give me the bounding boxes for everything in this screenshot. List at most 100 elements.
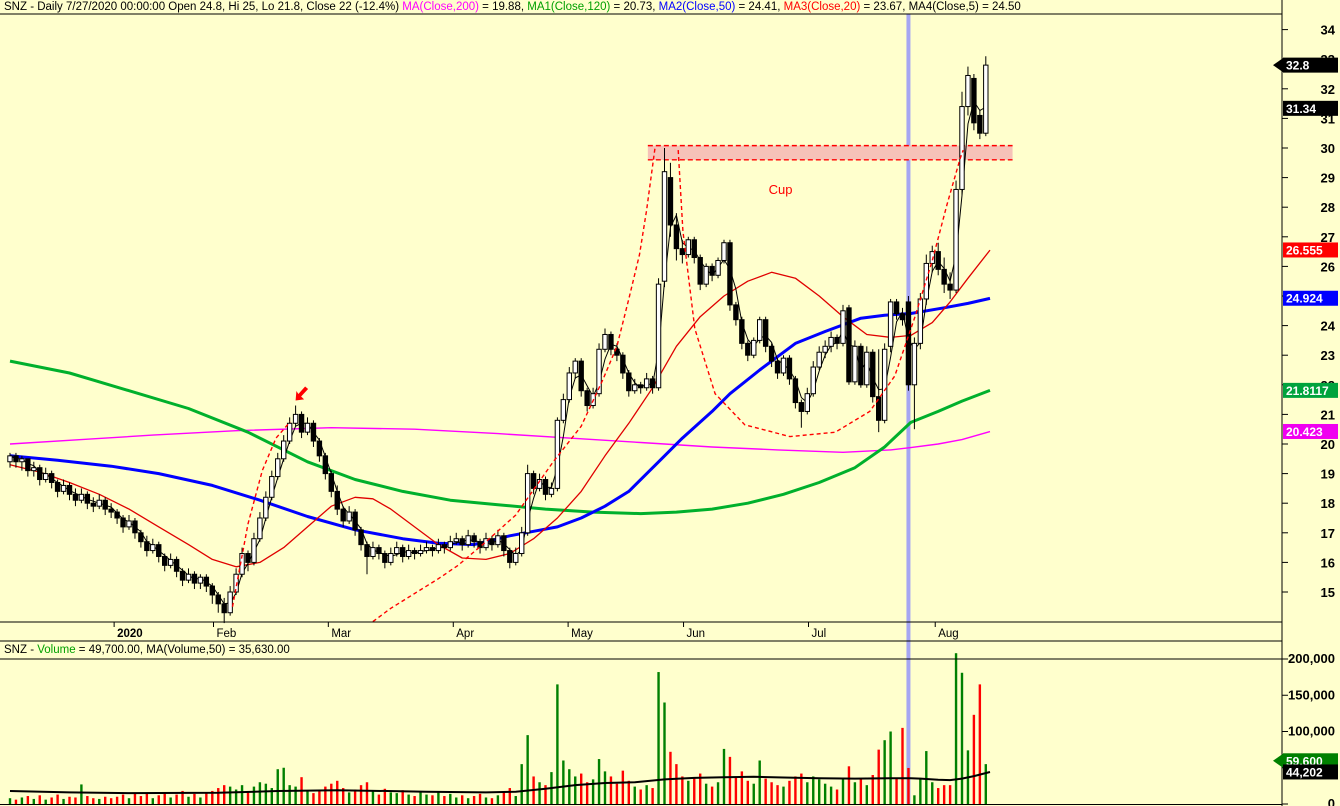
candle <box>328 473 335 492</box>
candle <box>54 481 61 492</box>
candle <box>447 541 454 549</box>
volume-ma-line <box>9 771 991 795</box>
candle <box>721 242 727 261</box>
candle <box>203 576 210 587</box>
candle <box>757 319 763 341</box>
price-marker-20.423: 20.423 <box>1283 423 1338 439</box>
price-axis-label: 16 <box>1321 555 1335 570</box>
price-axis-label: 15 <box>1321 585 1335 600</box>
candle <box>965 74 971 108</box>
candle <box>864 351 870 386</box>
candle <box>376 547 382 555</box>
candle <box>251 538 257 563</box>
candle <box>685 239 691 256</box>
price-axis-label: 28 <box>1321 200 1335 215</box>
feb-trendline <box>231 421 291 607</box>
header-ma200-value: = 19.88, <box>478 1 528 13</box>
candle <box>13 455 19 463</box>
candle <box>751 339 757 356</box>
candle <box>804 393 810 412</box>
candle <box>911 342 918 386</box>
price-marker-24.924: 24.924 <box>1283 290 1338 306</box>
candle <box>281 440 287 460</box>
candle <box>102 499 108 510</box>
date-axis-label: Aug <box>938 628 958 640</box>
candle <box>286 422 293 442</box>
candle <box>667 177 674 226</box>
candle <box>221 603 227 614</box>
candle <box>370 547 376 557</box>
candle <box>846 307 852 383</box>
candle <box>673 224 680 250</box>
date-axis-label: Jun <box>687 628 706 640</box>
candle <box>209 585 216 596</box>
candle <box>471 535 477 543</box>
candle <box>108 508 114 513</box>
candle <box>215 594 221 605</box>
price-axis-label: 18 <box>1321 496 1335 511</box>
volume-axis-label: 150,000 <box>1288 687 1335 702</box>
candle <box>132 520 138 534</box>
candle <box>792 378 799 404</box>
candle <box>19 458 25 463</box>
candle <box>798 402 805 412</box>
volume-axis-label: 0 <box>1328 796 1335 806</box>
red-arrow-annotation <box>295 386 309 401</box>
candle <box>959 106 965 190</box>
candle <box>167 558 174 566</box>
candle <box>935 251 941 270</box>
candle <box>501 535 507 552</box>
candle <box>560 399 567 421</box>
ma-line-1 <box>9 359 991 516</box>
candle <box>649 378 656 389</box>
price-axis-label: 19 <box>1321 467 1335 482</box>
candle <box>185 573 192 581</box>
candle <box>72 493 79 501</box>
candle <box>120 517 126 528</box>
candle <box>304 422 311 433</box>
candle <box>322 455 329 475</box>
candle <box>733 304 739 321</box>
candle <box>48 473 55 483</box>
candle <box>191 573 198 584</box>
price-axis-label: 21 <box>1321 407 1335 422</box>
candle <box>411 550 418 555</box>
candle <box>173 558 180 572</box>
candle <box>816 351 822 368</box>
candle <box>596 348 602 395</box>
candle <box>828 336 834 347</box>
candle <box>542 479 549 495</box>
candle <box>31 467 37 472</box>
candle <box>768 345 775 362</box>
date-axis-label: Apr <box>456 628 474 640</box>
candle <box>971 77 977 124</box>
candle <box>513 553 519 563</box>
price-axis-label: 29 <box>1321 171 1335 186</box>
price-axis-label: 27 <box>1321 230 1335 245</box>
candle <box>489 538 495 546</box>
price-marker-21.8117: 21.8117 <box>1283 382 1338 398</box>
candle <box>382 553 388 563</box>
candle <box>608 333 614 350</box>
candle <box>179 570 186 581</box>
candle <box>703 265 709 285</box>
candle <box>953 188 959 291</box>
price-axis-label: 24 <box>1321 319 1336 334</box>
candle <box>507 550 513 563</box>
date-axis-label: Jul <box>811 628 826 640</box>
candle <box>43 473 49 481</box>
candle <box>709 265 715 276</box>
candle <box>626 372 632 392</box>
svg-text:26.555: 26.555 <box>1286 243 1323 257</box>
candle <box>435 544 442 552</box>
svg-text:44,202: 44,202 <box>1286 765 1323 779</box>
header-ma20-label: MA3(Close,20) <box>783 1 861 13</box>
candle <box>893 301 900 315</box>
candle <box>263 496 269 519</box>
candle <box>162 555 168 566</box>
candle <box>780 357 787 374</box>
candle <box>602 333 608 350</box>
candle <box>465 535 471 546</box>
